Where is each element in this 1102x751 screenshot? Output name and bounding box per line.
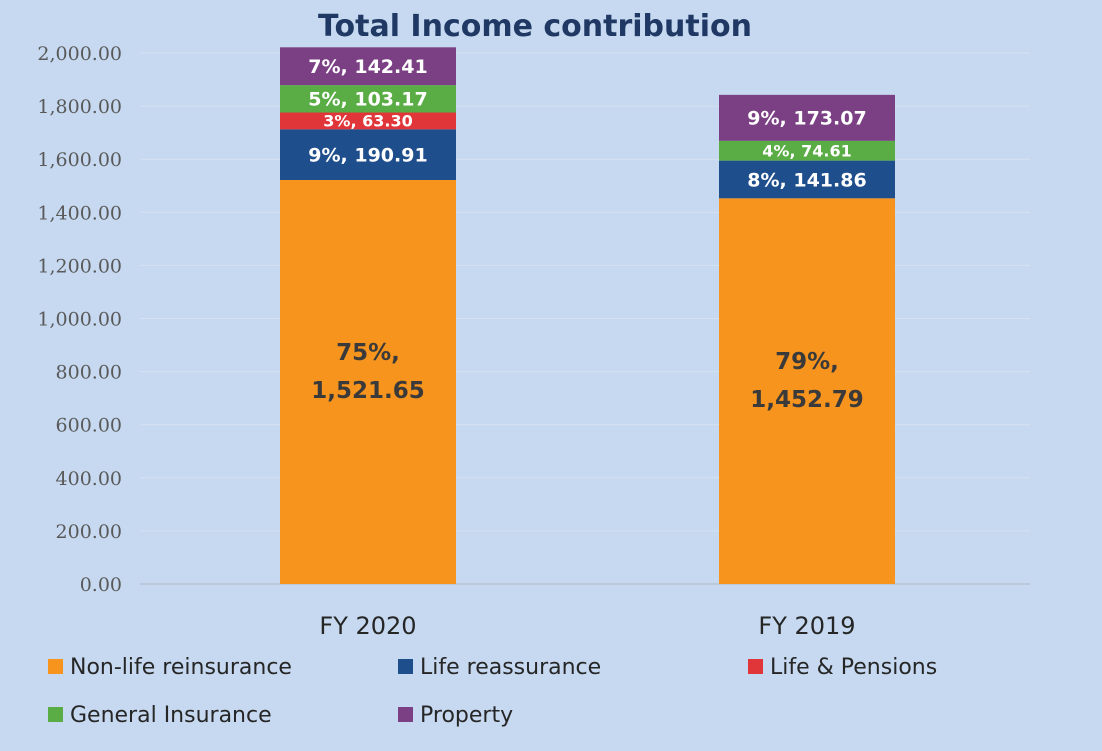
legend-label: General Insurance <box>70 703 272 728</box>
bar-segment <box>719 140 895 161</box>
y-tick-label: 1,400.00 <box>37 202 122 224</box>
legend-swatch <box>48 659 63 674</box>
bar-segment <box>719 160 895 199</box>
bar-segment <box>280 112 456 130</box>
legend-swatch <box>48 707 63 722</box>
y-tick-label: 1,200.00 <box>37 255 122 277</box>
bar-segment <box>280 47 456 86</box>
y-tick-label: 1,000.00 <box>37 309 122 331</box>
x-tick-label: FY 2019 <box>758 612 855 640</box>
legend-label: Life & Pensions <box>770 655 937 680</box>
data-label: 3%, 63.30 <box>323 112 412 131</box>
legend-swatch <box>748 659 763 674</box>
x-tick-label: FY 2020 <box>319 612 416 640</box>
data-label: 1,452.79 <box>750 387 864 413</box>
x-axis: FY 2020 FY 2019 <box>319 612 855 640</box>
legend-label: Property <box>420 703 513 728</box>
data-label: 5%, 103.17 <box>308 89 427 111</box>
data-label: 79%, <box>775 349 839 375</box>
bar-segment <box>280 180 456 584</box>
data-label: 8%, 141.86 <box>747 169 866 191</box>
y-axis: 0.00 200.00 400.00 600.00 800.00 1,000.00 1,20… <box>37 43 122 596</box>
legend-swatch <box>398 707 413 722</box>
y-tick-label: 2,000.00 <box>37 43 122 65</box>
data-label: 9%, 173.07 <box>747 108 866 130</box>
y-tick-label: 200.00 <box>56 521 122 543</box>
bars: 75%, 1,521.65 9%, 190.91 3%, 63.305%, 103.1… <box>280 47 895 585</box>
legend-label: Non-life reinsurance <box>70 655 292 680</box>
data-label: 7%, 142.41 <box>308 56 427 78</box>
y-tick-label: 400.00 <box>56 468 122 490</box>
y-tick-label: 600.00 <box>56 415 122 437</box>
bar-segment <box>280 129 456 181</box>
data-label: 4%, 74.61 <box>762 141 851 160</box>
legend: Non-life reinsurance Life reassurance Life… <box>48 655 937 728</box>
data-label: 1,521.65 <box>311 378 425 404</box>
bar-segment <box>280 85 456 113</box>
bar-segment <box>719 94 895 141</box>
gridlines <box>140 52 1030 585</box>
legend-label: Life reassurance <box>420 655 601 680</box>
bar-segment <box>719 198 895 585</box>
data-label: 75%, <box>336 340 400 366</box>
y-tick-label: 800.00 <box>56 362 122 384</box>
chart-title: Total Income contribution <box>318 9 752 44</box>
legend-swatch <box>398 659 413 674</box>
y-tick-label: 0.00 <box>80 574 122 596</box>
y-tick-label: 1,800.00 <box>37 96 122 118</box>
data-label: 9%, 190.91 <box>308 144 427 166</box>
y-tick-label: 1,600.00 <box>37 149 122 171</box>
